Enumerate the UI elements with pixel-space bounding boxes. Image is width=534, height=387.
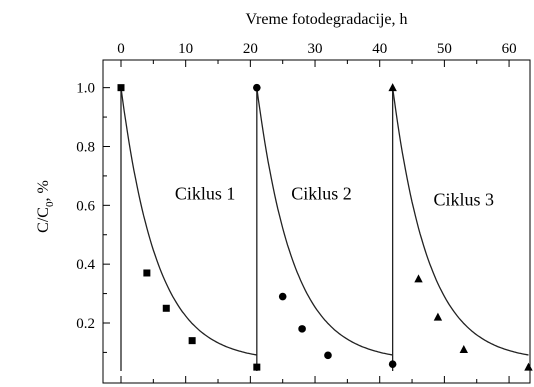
data-point-circle: [278, 292, 287, 301]
plot-axes: 0 10 20 30 40 50 60 0.2 0.4 0.6 0.8 1.0: [76, 41, 531, 384]
fit-curve: [391, 87, 529, 356]
x-tick-label: 40: [372, 41, 387, 57]
fit-curve: [120, 87, 257, 356]
fit-curve: [256, 87, 393, 356]
data-point-triangle: [433, 312, 443, 321]
x-tick-label: 20: [243, 41, 258, 57]
y-tick-label: 0.6: [76, 198, 95, 214]
data-point-square: [188, 337, 196, 345]
y-tick-label: 0.2: [76, 316, 95, 332]
y-tick-label: 0.4: [76, 257, 95, 273]
y-tick-label: 0.8: [76, 139, 95, 155]
x-tick-label: 10: [178, 41, 193, 57]
y-axis-title: C/C0, %: [35, 180, 56, 233]
y-axis-title-main: C/C: [35, 207, 52, 233]
y-axis-title-subscript: 0: [44, 201, 56, 207]
x-tick-label: 30: [308, 41, 323, 57]
x-axis-title: Vreme fotodegradacije, h: [245, 11, 407, 28]
y-tick-label: 1.0: [76, 81, 95, 97]
data-point-triangle: [459, 344, 468, 353]
plot-marks: Ciklus 1 Ciklus 2 Ciklus 3: [117, 83, 533, 371]
cycle-annotation: Ciklus 3: [434, 189, 495, 209]
x-tick-label: 60: [502, 41, 517, 57]
data-point-triangle: [414, 274, 423, 283]
plot-frame: [102, 59, 531, 384]
data-point-circle: [324, 351, 332, 360]
x-tick-label: 0: [117, 41, 125, 57]
data-point-triangle: [524, 362, 533, 371]
x-tick-label: 50: [437, 41, 452, 57]
data-point-circle: [253, 83, 261, 92]
data-point-circle: [298, 325, 306, 333]
cycle-annotation: Ciklus 2: [291, 183, 352, 203]
data-point-triangle: [388, 83, 397, 92]
data-point-square: [143, 269, 151, 277]
y-axis-title-suffix: , %: [35, 180, 52, 201]
data-point-circle: [388, 360, 397, 368]
data-point-square: [253, 363, 261, 371]
data-point-square: [162, 304, 170, 312]
cycle-annotation: Ciklus 1: [175, 183, 236, 203]
data-point-square: [117, 84, 125, 92]
